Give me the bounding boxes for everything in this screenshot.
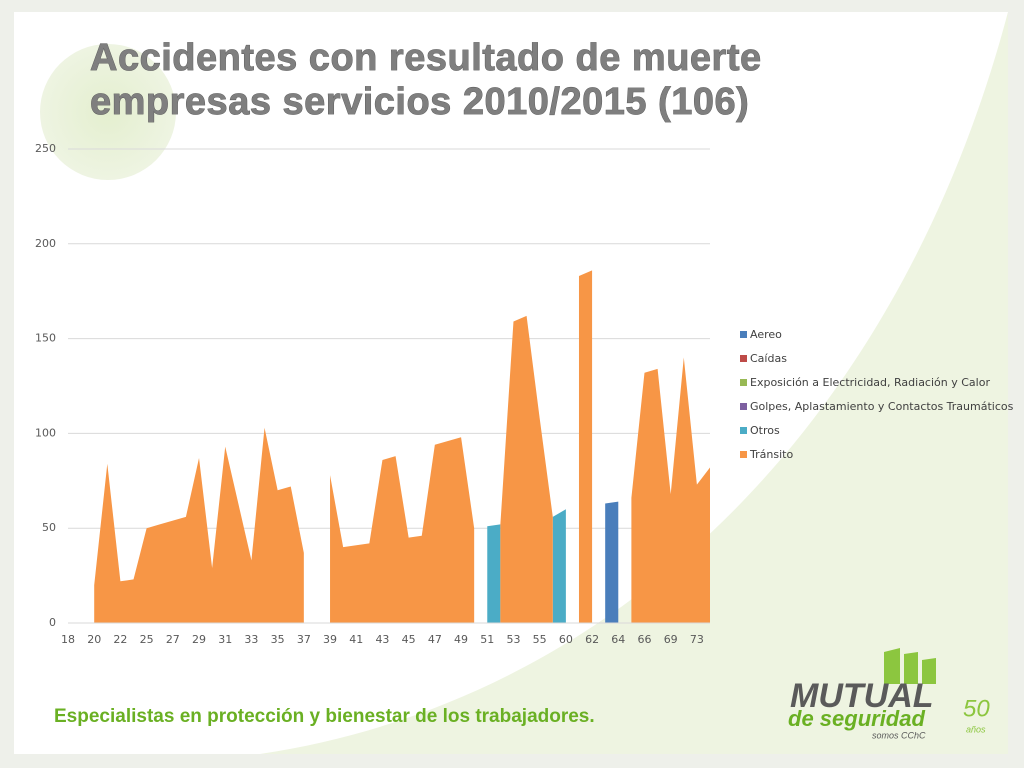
legend-swatch	[740, 331, 747, 338]
x-tick-label: 25	[140, 633, 154, 646]
legend-label: Tránsito	[749, 448, 793, 461]
legend-label: Aereo	[750, 328, 782, 341]
logo-years: años	[966, 724, 986, 734]
x-tick-label: 22	[113, 633, 127, 646]
logo-text: somos CChC	[872, 730, 926, 740]
plot: 0 50 100 150 200 250 18 20 22 25 27 29 31 33 35 37 39 41 4…	[35, 142, 1014, 646]
legend-swatch	[740, 451, 747, 458]
x-tick-label: 53	[506, 633, 520, 646]
x-tick-label: 49	[454, 633, 468, 646]
y-tick-label: 150	[35, 332, 56, 345]
area	[94, 270, 710, 623]
legend-swatch	[740, 355, 747, 362]
y-tick-label: 200	[35, 237, 56, 250]
y-tick-label: 100	[35, 426, 56, 439]
legend-swatch	[740, 427, 747, 434]
logo-years: 50	[963, 695, 990, 722]
y-tick-label: 0	[49, 616, 56, 629]
logo: MUTUAL de seguridad somos CChC 50 años	[788, 648, 990, 740]
legend-label: Exposición a Electricidad, Radiación y C…	[750, 376, 990, 389]
title-line: empresas servicios 2010/2015 (106)	[90, 81, 749, 123]
x-tick-label: 51	[480, 633, 494, 646]
bg-shape	[260, 12, 1008, 754]
logo-text: de seguridad	[788, 706, 925, 731]
x-tick-label: 33	[244, 633, 258, 646]
x-tick-label: 73	[690, 633, 704, 646]
x-tick-label: 62	[585, 633, 599, 646]
legend-label: Otros	[750, 424, 780, 437]
x-tick-label: 39	[323, 633, 337, 646]
bg-circle	[40, 44, 176, 180]
x-tick-label: 41	[349, 633, 363, 646]
footer-text: Especialistas en protección y bienestar …	[54, 706, 595, 727]
legend-swatch	[740, 403, 747, 410]
title: Accidentes con resultado de muerte empre…	[90, 37, 762, 124]
x-tick-label: 35	[271, 633, 285, 646]
logo-icon	[884, 648, 936, 684]
legend-swatch	[740, 379, 747, 386]
x-tick-label: 29	[192, 633, 206, 646]
x-tick-label: 47	[428, 633, 442, 646]
legend-label: Caídas	[750, 352, 787, 365]
area	[605, 501, 619, 623]
title-line: Accidentes con resultado de muerte	[90, 37, 762, 79]
x-tick-label: 37	[297, 633, 311, 646]
x-tick-label: 20	[87, 633, 101, 646]
x-tick-label: 43	[375, 633, 389, 646]
x-tick-label: 18	[61, 633, 75, 646]
area	[487, 509, 566, 623]
x-tick-label: 27	[166, 633, 180, 646]
y-tick-label: 50	[42, 521, 56, 534]
x-tick-label: 55	[533, 633, 547, 646]
logo-text: MUTUAL	[790, 677, 934, 715]
x-tick-label: 66	[637, 633, 651, 646]
legend-label: Golpes, Aplastamiento y Contactos Traumá…	[750, 400, 1014, 413]
y-tick-label: 250	[35, 142, 56, 155]
x-tick-label: 69	[664, 633, 678, 646]
x-tick-label: 45	[402, 633, 416, 646]
x-tick-label: 64	[611, 633, 625, 646]
x-tick-label: 31	[218, 633, 232, 646]
x-tick-label: 60	[559, 633, 573, 646]
